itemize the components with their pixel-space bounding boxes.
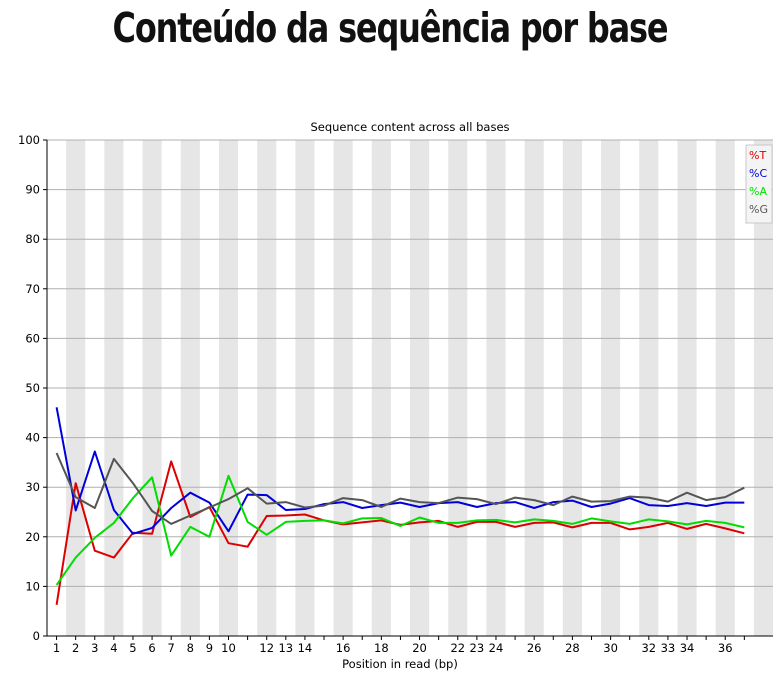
y-tick-label: 30 <box>25 480 40 494</box>
x-tick-label: 7 <box>168 641 175 655</box>
y-tick-label: 100 <box>18 133 40 147</box>
x-tick-label: 23 <box>470 641 485 655</box>
x-tick-label: 22 <box>450 641 465 655</box>
x-tick-label: 36 <box>718 641 733 655</box>
x-tick-label: 28 <box>565 641 580 655</box>
x-axis-label: Position in read (bp) <box>342 657 458 671</box>
x-tick-label: 4 <box>110 641 117 655</box>
legend-item-g: %G <box>749 203 768 216</box>
position-bands <box>66 140 773 636</box>
series-line-a <box>55 474 745 586</box>
legend-item-a: %A <box>749 185 767 198</box>
x-tick-label: 32 <box>641 641 656 655</box>
x-tick-label: 2 <box>72 641 79 655</box>
x-tick-label: 3 <box>91 641 98 655</box>
series-line-c <box>55 407 745 535</box>
y-tick-label: 70 <box>25 282 40 296</box>
legend: %T %C %A %G <box>745 144 773 224</box>
y-axis-ticks: 0 10 20 30 40 50 60 70 80 90 100 <box>18 133 47 643</box>
x-tick-label: 10 <box>221 641 236 655</box>
page-title: Conteúdo da sequência por base <box>112 4 669 52</box>
y-tick-label: 80 <box>25 232 40 246</box>
series-lines <box>55 407 745 605</box>
x-tick-label: 14 <box>298 641 313 655</box>
grid-lines <box>47 139 773 637</box>
y-tick-label: 0 <box>33 629 40 643</box>
x-tick-label: 16 <box>336 641 351 655</box>
y-tick-label: 10 <box>25 579 40 593</box>
x-tick-label: 34 <box>680 641 695 655</box>
y-tick-label: 50 <box>25 381 40 395</box>
legend-item-c: %C <box>749 167 767 180</box>
x-tick-label: 24 <box>489 641 504 655</box>
legend-item-t: %T <box>749 149 766 162</box>
x-tick-label: 18 <box>374 641 389 655</box>
chart-title: Sequence content across all bases <box>310 120 509 134</box>
x-tick-label: 30 <box>603 641 618 655</box>
x-tick-label: 26 <box>527 641 542 655</box>
x-axis-ticks: 1 2 3 4 5 6 7 8 9 10 12 13 14 16 18 20 22 23 24 26 28 30 32 33 3… <box>53 636 745 655</box>
x-tick-label: 8 <box>187 641 194 655</box>
y-tick-label: 20 <box>25 530 40 544</box>
x-tick-label: 6 <box>148 641 155 655</box>
x-tick-label: 5 <box>129 641 136 655</box>
series-line-g <box>55 452 745 525</box>
y-tick-label: 40 <box>25 431 40 445</box>
x-tick-label: 13 <box>278 641 293 655</box>
legend-box <box>745 144 773 224</box>
x-tick-label: 1 <box>53 641 60 655</box>
y-tick-label: 60 <box>25 331 40 345</box>
x-tick-label: 33 <box>661 641 676 655</box>
x-tick-label: 9 <box>206 641 213 655</box>
x-tick-label: 12 <box>259 641 274 655</box>
x-tick-label: 20 <box>412 641 427 655</box>
y-tick-label: 90 <box>25 183 40 197</box>
